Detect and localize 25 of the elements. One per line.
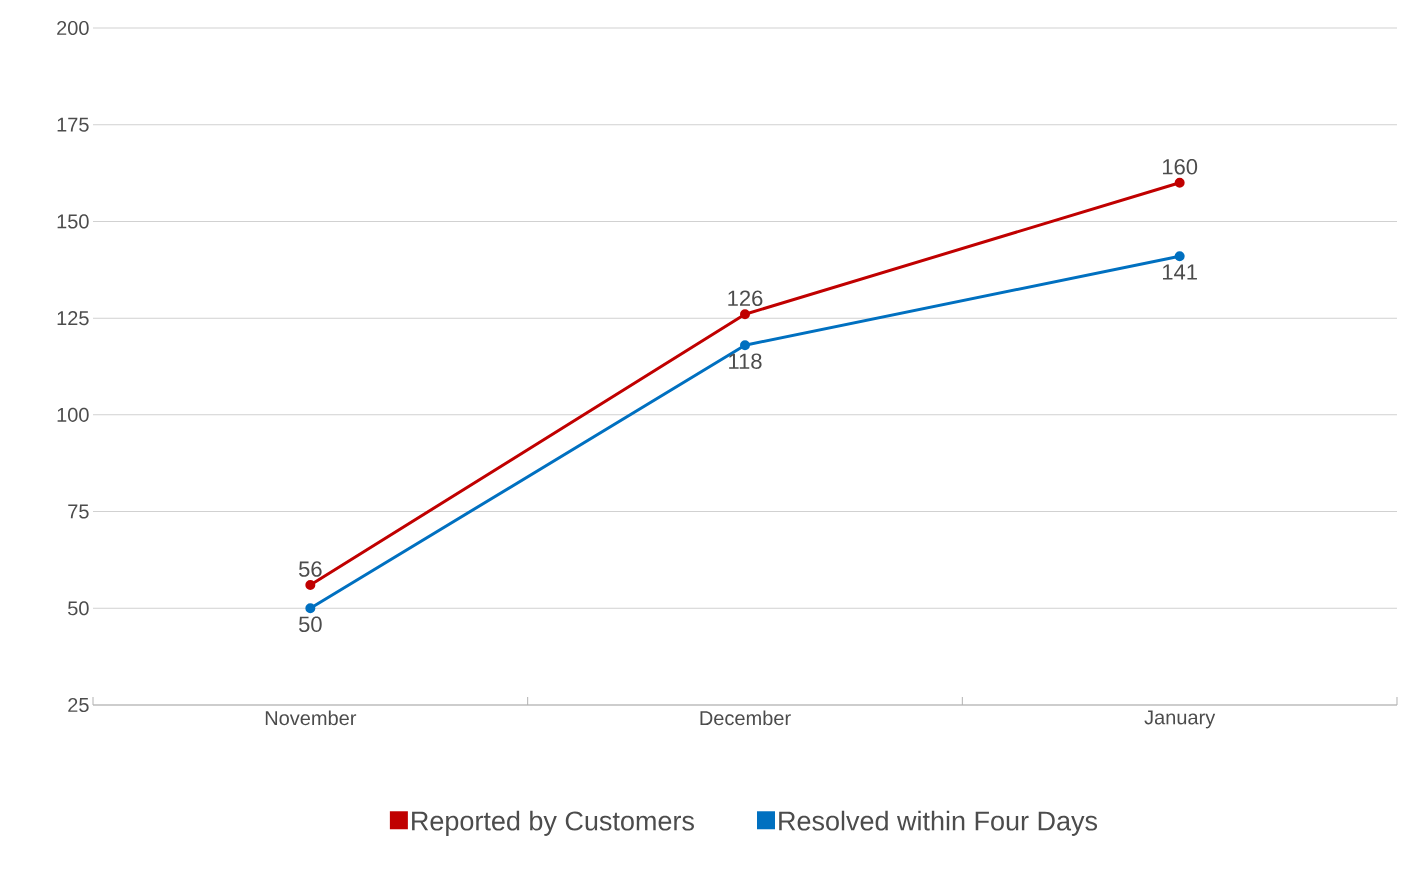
x-tick-label: January [1144, 710, 1216, 729]
point [740, 309, 750, 320]
data-label: 50 [298, 616, 322, 633]
point [1174, 177, 1185, 188]
point [1174, 251, 1185, 262]
y-tick-label: 25 [68, 697, 89, 713]
y-tick-label: 100 [57, 407, 89, 422]
x-tick-label: November [265, 710, 357, 726]
legend-label: Reported by Customers [412, 810, 694, 836]
data-label: 141 [1162, 264, 1197, 280]
data-label: 56 [298, 561, 322, 577]
data-label: 126 [728, 290, 763, 307]
y-tick-label: 50 [68, 601, 89, 616]
point [740, 340, 750, 351]
legend-label: Resolved within Four Days [779, 810, 1098, 836]
data-label: 118 [729, 353, 762, 369]
y-tick-label: 125 [57, 311, 89, 326]
y-tick-label: 75 [68, 504, 89, 519]
y-tick-label: 200 [57, 20, 89, 36]
x-tick-label: December [700, 710, 791, 726]
point [305, 580, 316, 591]
data-label: 160 [1162, 158, 1198, 175]
y-tick-label: 175 [57, 117, 89, 132]
y-tick-label: 150 [57, 214, 89, 229]
point [305, 603, 316, 614]
